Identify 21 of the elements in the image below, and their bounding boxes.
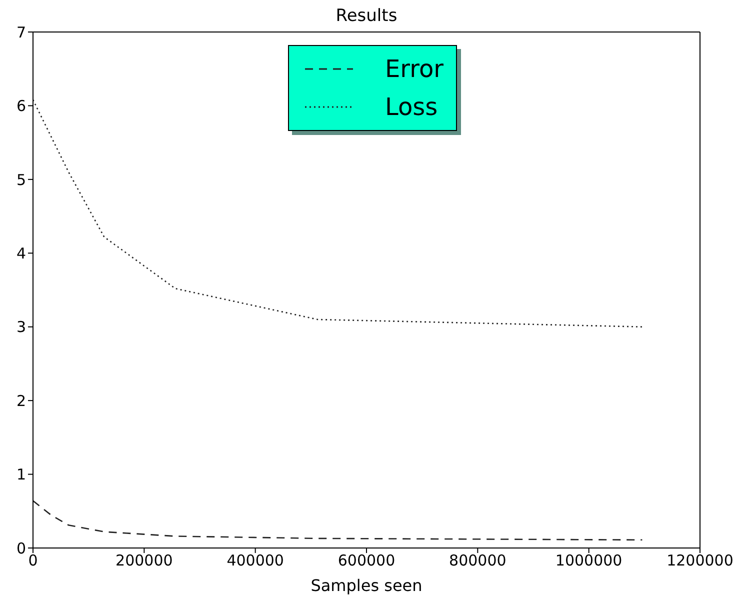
y-tick-label: 5: [16, 170, 26, 189]
legend-label: Loss: [385, 93, 438, 121]
x-tick-label: 400000: [226, 552, 284, 570]
x-tick-label: 1000000: [555, 552, 622, 570]
x-axis-title: Samples seen: [310, 576, 422, 595]
line-series: [33, 500, 643, 541]
x-tick-label: 0: [28, 552, 38, 570]
y-tick-label: 1: [16, 466, 26, 484]
x-tick-label: 200000: [116, 552, 173, 570]
y-tick-label: 2: [16, 392, 26, 410]
legend-label: Error: [385, 55, 444, 83]
y-tick-label: 6: [16, 97, 26, 116]
y-tick-label: 0: [16, 539, 26, 558]
chart-title: Results: [334, 6, 398, 26]
x-tick-label: 600000: [338, 552, 396, 570]
y-tick-label: 3: [16, 318, 26, 336]
line-series: [33, 99, 643, 328]
y-tick-label: 4: [16, 244, 26, 262]
x-tick-label: 800000: [449, 552, 506, 570]
y-tick-label: 7: [16, 23, 26, 42]
x-tick-label: 1200000: [666, 552, 734, 570]
